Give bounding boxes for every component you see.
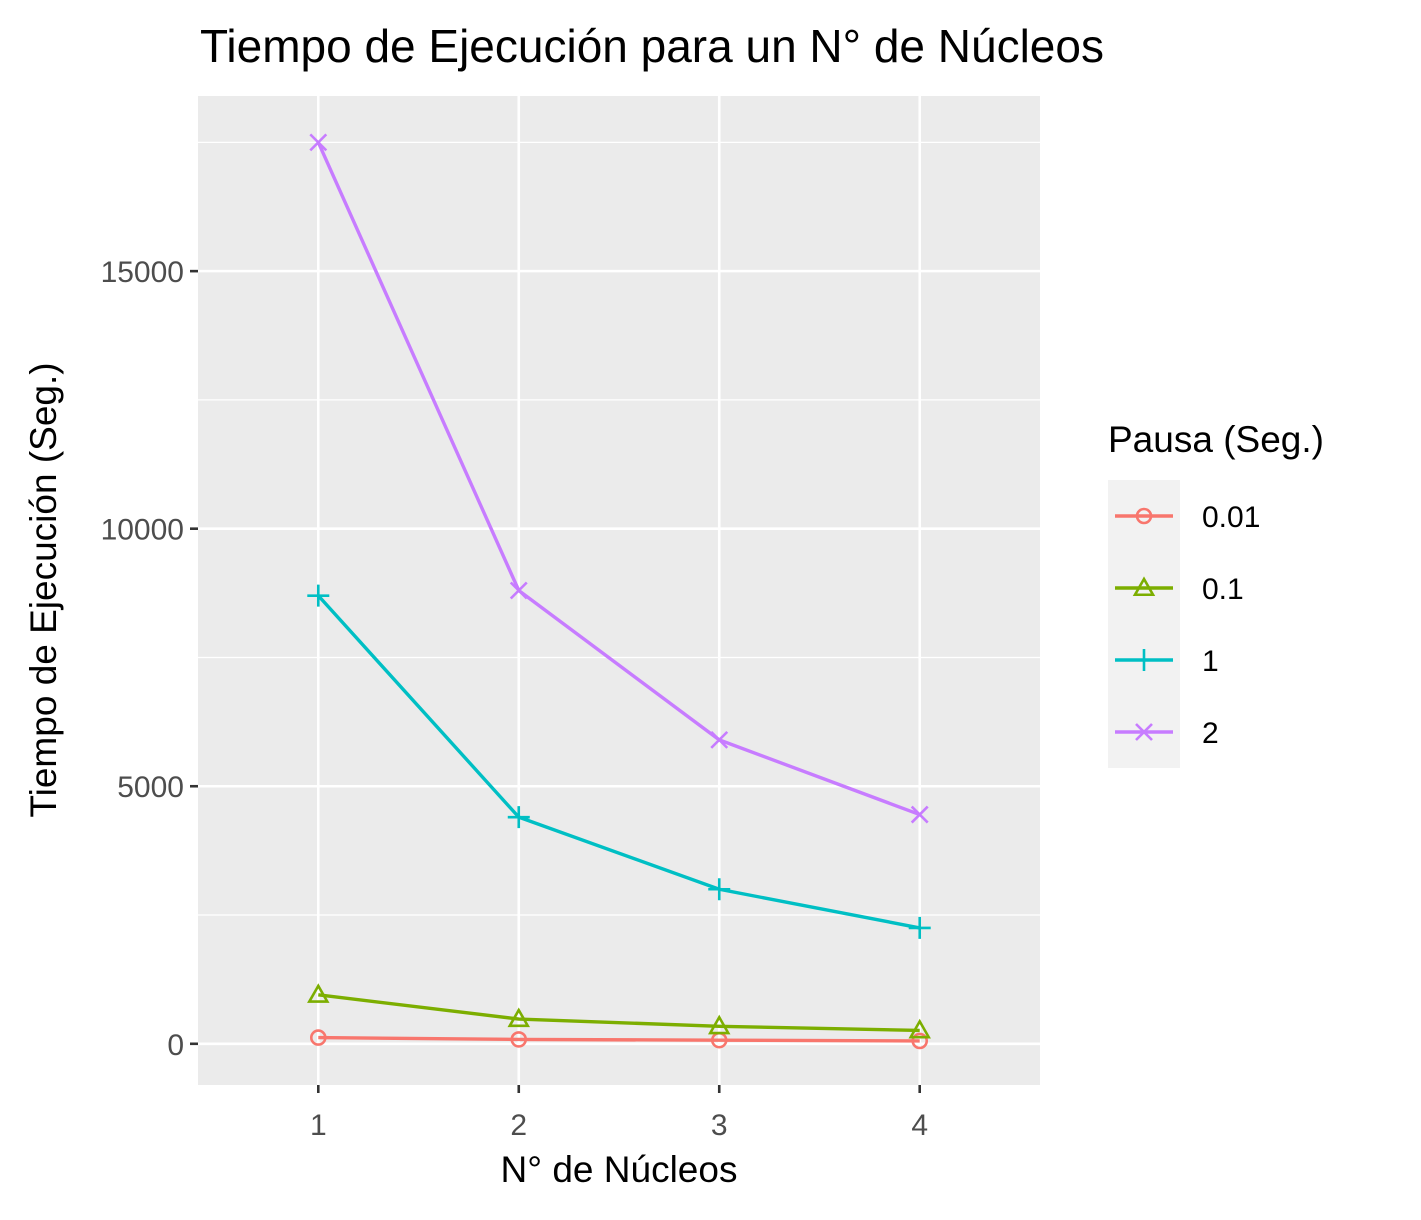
data-point: [908, 1018, 931, 1039]
legend-label: 0.1: [1202, 573, 1244, 606]
legend-key-marker: [1133, 649, 1155, 671]
data-point: [510, 1031, 528, 1048]
data-point: [710, 730, 729, 749]
data-point: [910, 805, 929, 824]
data-point: [509, 581, 528, 600]
series-layer: [307, 133, 931, 1050]
series-0.1: [307, 983, 931, 1039]
x-axis: 1 2 3 4: [310, 1085, 928, 1142]
series-2: [309, 133, 929, 824]
series-line: [318, 993, 920, 1033]
chart-title: Tiempo de Ejecución para un N° de Núcleo…: [200, 20, 1104, 72]
data-point: [307, 584, 330, 607]
y-axis-title: Tiempo de Ejecución (Seg.): [23, 362, 64, 817]
legend-title: Pausa (Seg.): [1108, 419, 1324, 460]
legend-item: 2: [1115, 717, 1219, 750]
legend-key-marker: [1135, 723, 1153, 741]
legend-label: 1: [1202, 645, 1219, 678]
series-1: [307, 584, 931, 939]
data-point: [911, 1032, 929, 1050]
series-line: [318, 1035, 920, 1043]
series-line: [317, 594, 921, 930]
series-line: [316, 141, 921, 817]
data-point: [309, 1029, 327, 1046]
data-point: [707, 1014, 731, 1035]
y-tick-label: 0: [167, 1029, 184, 1062]
legend-key-marker: [1132, 576, 1156, 597]
plot-panel: [198, 96, 1040, 1085]
legend: Pausa (Seg.) 0.01 0.1 1 2: [1108, 419, 1324, 768]
x-tick-label: 1: [310, 1109, 327, 1142]
x-tick-label: 2: [510, 1109, 527, 1142]
data-point: [507, 1007, 531, 1028]
x-axis-title: N° de Núcleos: [501, 1149, 738, 1190]
y-tick-label: 10000: [101, 514, 184, 547]
data-point: [309, 133, 328, 152]
minor-gridlines: [198, 141, 1040, 916]
data-point: [307, 983, 330, 1003]
legend-item: 0.1: [1115, 573, 1244, 606]
data-point: [908, 916, 931, 939]
legend-label: 0.01: [1202, 501, 1260, 534]
x-tick-label: 3: [711, 1109, 728, 1142]
y-axis: 0 5000 10000 15000: [101, 256, 198, 1062]
legend-key-background: [1108, 480, 1180, 768]
y-tick-label: 15000: [101, 256, 184, 289]
legend-label: 2: [1202, 717, 1219, 750]
data-point: [708, 878, 731, 901]
legend-key-marker: [1135, 507, 1153, 525]
legend-items: 0.01 0.1 1 2: [1115, 501, 1260, 750]
data-point: [507, 806, 530, 829]
x-tick-label: 4: [911, 1109, 928, 1142]
legend-item: 1: [1115, 645, 1219, 678]
legend-item: 0.01: [1115, 501, 1260, 534]
y-tick-label: 5000: [117, 771, 184, 804]
